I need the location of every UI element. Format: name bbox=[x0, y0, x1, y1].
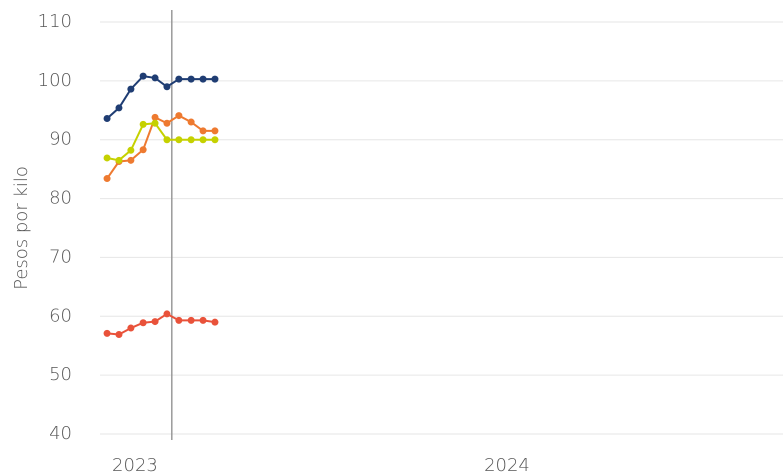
data-point bbox=[115, 331, 123, 339]
y-tick-label: 90 bbox=[49, 129, 72, 150]
y-tick-label: 60 bbox=[49, 305, 72, 326]
data-point bbox=[199, 316, 207, 324]
data-point bbox=[163, 136, 171, 144]
data-point bbox=[139, 146, 147, 154]
data-point bbox=[187, 118, 195, 126]
data-point bbox=[139, 319, 147, 327]
series-line bbox=[106, 122, 215, 162]
y-axis-label: Pesos por kilo bbox=[11, 166, 32, 290]
data-point bbox=[175, 75, 183, 83]
data-point bbox=[211, 75, 219, 83]
data-point bbox=[127, 156, 135, 164]
data-point bbox=[103, 175, 111, 183]
y-tick-label: 50 bbox=[49, 364, 72, 385]
x-tick-label: 2023 bbox=[112, 455, 158, 476]
data-point bbox=[151, 318, 159, 326]
y-tick-label: 100 bbox=[38, 70, 72, 91]
data-point bbox=[199, 75, 207, 83]
data-point bbox=[187, 75, 195, 83]
data-point bbox=[127, 146, 135, 154]
data-point bbox=[163, 83, 171, 91]
series-line bbox=[106, 114, 215, 180]
data-point bbox=[139, 120, 147, 128]
data-point bbox=[115, 104, 123, 112]
data-point bbox=[175, 136, 183, 144]
data-point bbox=[151, 74, 159, 82]
data-point bbox=[151, 119, 159, 127]
data-point bbox=[211, 127, 219, 135]
data-point bbox=[163, 310, 171, 318]
y-tick-label: 80 bbox=[49, 188, 72, 209]
data-point bbox=[127, 324, 135, 332]
series-line bbox=[106, 312, 216, 336]
data-point bbox=[187, 316, 195, 324]
y-tick-label: 110 bbox=[38, 11, 72, 32]
y-tick-label: 70 bbox=[49, 246, 72, 267]
data-point bbox=[187, 136, 195, 144]
x-tick-label: 2024 bbox=[484, 455, 530, 476]
data-point bbox=[139, 72, 147, 80]
data-point bbox=[175, 316, 183, 324]
data-point bbox=[199, 127, 207, 135]
data-point bbox=[175, 112, 183, 120]
data-point bbox=[127, 85, 135, 93]
data-point bbox=[103, 115, 111, 123]
data-point bbox=[163, 119, 171, 127]
data-point bbox=[103, 154, 111, 162]
series-line bbox=[106, 75, 215, 120]
data-point bbox=[115, 156, 123, 164]
data-point bbox=[211, 318, 219, 326]
data-point bbox=[211, 136, 219, 144]
y-tick-label: 40 bbox=[49, 423, 72, 444]
data-point bbox=[199, 136, 207, 144]
data-point bbox=[103, 329, 111, 337]
data-point bbox=[151, 113, 159, 121]
